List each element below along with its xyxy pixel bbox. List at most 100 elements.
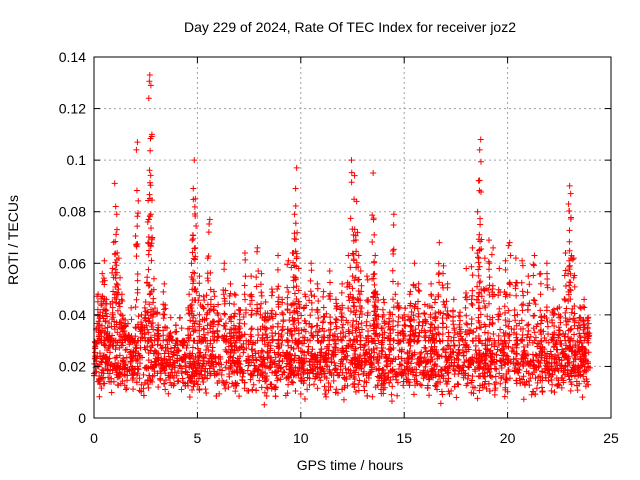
data-point (513, 350, 520, 357)
data-point (220, 291, 227, 298)
data-point (530, 261, 537, 268)
data-point (519, 257, 526, 264)
data-point (236, 311, 243, 318)
data-point (374, 291, 381, 298)
data-point (367, 354, 374, 361)
data-point (113, 231, 120, 238)
plot-frame (93, 56, 612, 419)
data-point (332, 296, 339, 303)
data-point (566, 376, 573, 383)
data-point (112, 203, 119, 210)
data-point (476, 319, 483, 326)
data-point (575, 319, 582, 326)
data-point (506, 337, 513, 344)
data-point (228, 333, 235, 340)
data-point (281, 369, 288, 376)
data-point (511, 312, 518, 319)
data-point (379, 348, 386, 355)
data-point (340, 329, 347, 336)
data-point (207, 269, 214, 276)
data-point (146, 282, 153, 289)
data-point (577, 362, 584, 369)
data-point (132, 232, 139, 239)
data-point (193, 371, 200, 377)
data-point (240, 313, 247, 320)
data-point (306, 362, 313, 369)
data-point (257, 311, 264, 318)
data-point (128, 304, 135, 311)
data-point (527, 358, 534, 365)
data-point (301, 334, 308, 341)
data-point (519, 307, 526, 314)
data-point (241, 331, 248, 338)
data-point (221, 295, 228, 302)
data-point (443, 324, 450, 331)
data-point (458, 333, 465, 340)
data-point (468, 263, 475, 270)
data-point (462, 304, 469, 311)
data-point (122, 386, 129, 393)
data-point (330, 377, 337, 384)
data-point (268, 292, 275, 299)
data-point (144, 326, 151, 333)
data-point (336, 372, 343, 379)
data-point (221, 260, 228, 267)
data-point (563, 353, 570, 360)
data-point (329, 351, 336, 358)
data-point (146, 301, 153, 308)
data-point (340, 348, 347, 355)
data-point (358, 282, 365, 289)
data-point (474, 208, 481, 215)
data-point (566, 316, 573, 323)
data-point (469, 301, 476, 308)
data-point (272, 311, 279, 318)
data-point (349, 273, 356, 280)
data-point (398, 372, 405, 379)
data-point (184, 379, 191, 386)
data-point (226, 371, 233, 378)
data-point (379, 344, 386, 351)
data-point (291, 317, 298, 324)
data-point (230, 322, 237, 329)
data-point (95, 318, 102, 325)
data-point (513, 279, 520, 286)
data-point (542, 351, 549, 358)
data-point (344, 382, 351, 389)
data-point (284, 374, 291, 381)
data-point (448, 354, 455, 361)
data-point (488, 354, 495, 361)
data-point (192, 286, 199, 293)
data-point (292, 352, 299, 359)
data-point (491, 391, 498, 398)
data-point (548, 359, 555, 366)
data-point (225, 343, 232, 350)
data-point (489, 350, 496, 357)
data-point (131, 369, 138, 376)
data-point (380, 390, 387, 397)
data-point (518, 317, 525, 324)
data-point (542, 374, 549, 381)
data-point (501, 289, 508, 296)
data-point (167, 314, 174, 321)
data-point (201, 326, 208, 333)
data-point (555, 324, 562, 331)
data-point (445, 375, 452, 382)
data-point (211, 336, 218, 343)
data-point (192, 213, 199, 220)
data-point (387, 367, 394, 374)
data-point (147, 147, 154, 154)
data-point (562, 362, 569, 369)
data-point (191, 157, 198, 164)
data-point (191, 203, 198, 210)
data-point (99, 374, 106, 381)
data-point (295, 298, 302, 305)
data-point (144, 219, 151, 226)
data-point (395, 313, 402, 320)
data-point (498, 362, 505, 369)
data-point (476, 177, 483, 184)
data-point (296, 337, 303, 344)
data-point (288, 378, 295, 385)
data-point (505, 307, 512, 314)
data-point (355, 381, 362, 388)
